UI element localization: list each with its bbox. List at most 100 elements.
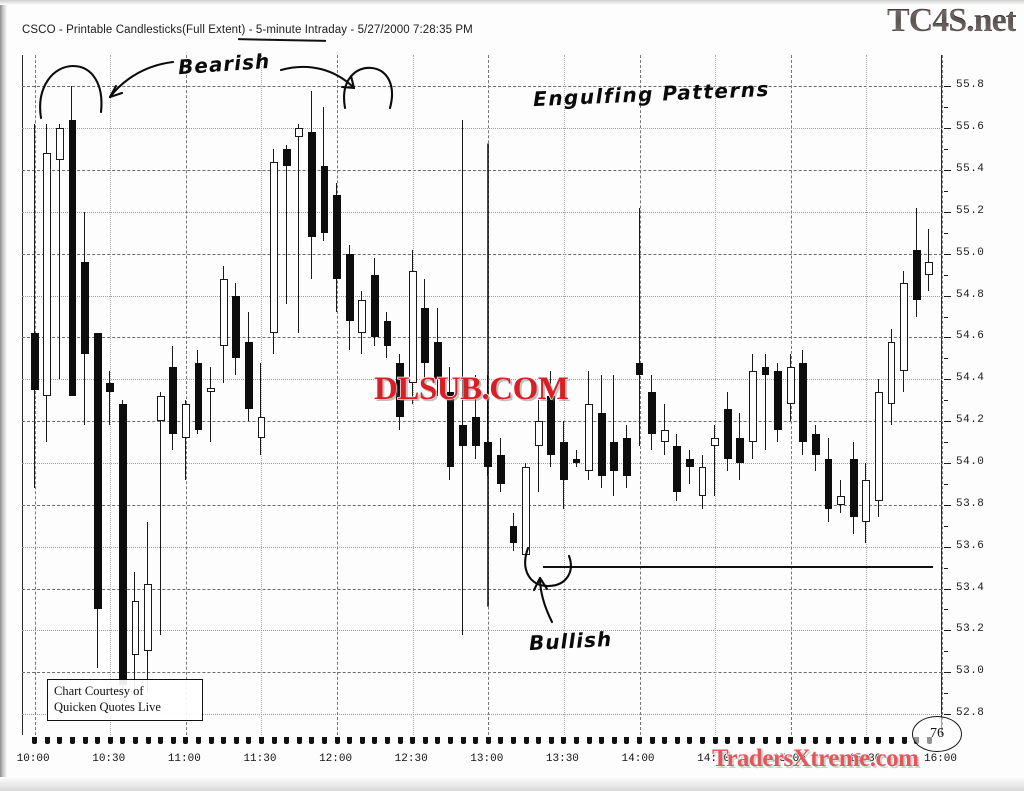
candle-body [572,458,581,463]
y-axis-left [22,55,23,735]
x-axis-tick [574,737,580,744]
candle-body [181,404,190,438]
candle-body [471,416,480,447]
candle [358,55,367,735]
x-axis-label: 12:00 [319,753,353,765]
y-axis-label: 55.2 [956,204,985,217]
candle-body [610,442,619,472]
y-axis-label: 53.4 [956,581,985,594]
y-axis-tick [944,672,951,674]
h-gridline [22,463,942,464]
y-axis-minor-tick [944,149,948,151]
candle-body [660,429,669,443]
candle-body [81,262,89,355]
candle-wick [928,228,930,292]
support-trendline [543,566,933,568]
candle [597,55,606,735]
candle [774,55,783,735]
title-underline-mark [237,38,327,42]
candle-body [244,341,253,409]
candle-body [408,270,417,384]
candle-wick [663,404,665,455]
x-axis-tick [258,737,264,744]
candle-body [761,366,770,376]
v-gridline [715,55,717,735]
x-axis-tick [44,737,50,744]
candle [673,55,682,735]
y-axis-tick [944,588,951,590]
x-axis-tick [511,737,516,744]
x-axis-tick [284,737,290,744]
candle-wick [184,400,186,480]
y-axis-tick [944,546,951,548]
y-axis-label: 54.4 [956,372,985,385]
x-axis-tick [788,737,794,744]
x-axis-label: 14:00 [621,753,655,765]
candle-body [93,333,102,610]
candle [345,55,354,735]
candle [156,55,165,735]
candle-body [912,249,921,300]
candle-body [686,458,694,468]
x-axis-tick [95,737,101,744]
candle-body [55,128,64,160]
x-axis-tick [132,737,138,744]
candle [257,55,266,735]
x-axis-tick [69,737,75,744]
candle-body [446,391,455,468]
candle-body [925,262,934,275]
x-axis-tick [195,737,201,744]
x-axis-label: 10:30 [92,753,126,765]
candle-body [824,458,833,510]
x-axis-tick [321,737,327,744]
h-gridline [22,253,942,255]
candle-body [484,442,493,468]
candle-wick [537,400,539,493]
x-axis-tick [498,737,504,744]
candle [295,55,304,735]
h-gridline [22,672,942,674]
v-gridline [942,55,943,735]
candle [698,55,707,735]
candle [194,55,203,735]
h-gridline [22,170,942,172]
x-axis-tick [384,737,390,744]
x-axis-tick [536,737,542,744]
x-axis-tick [863,737,869,744]
x-axis-tick [410,737,416,744]
y-axis-label: 54.8 [956,288,985,301]
y-axis-minor-tick [944,442,948,444]
candle [93,55,102,735]
candle-body [837,496,846,505]
y-axis-tick [944,295,951,297]
candle-wick [159,391,161,635]
y-axis-label: 53.0 [956,665,985,678]
x-axis-tick [662,737,668,744]
candle [534,55,543,735]
y-axis-tick [944,379,951,381]
y-axis-label: 55.4 [956,163,985,176]
candle-body [496,454,505,484]
candle [370,55,379,735]
v-gridline [34,55,36,735]
candle-wick [688,450,690,484]
candle-body [749,370,757,443]
v-gridline [261,55,263,735]
x-axis-label: 15:30 [848,753,882,765]
candle-wick [260,362,262,455]
y-axis-minor-tick [944,483,948,485]
candle [496,55,505,735]
candle [43,55,52,735]
candle [736,55,745,735]
candle-body [307,132,316,238]
y-axis-tick [944,337,951,339]
x-axis-tick [674,737,680,744]
y-axis-minor-tick [944,693,948,695]
x-axis-tick [763,737,769,744]
candle-body [812,433,820,455]
y-axis-tick [944,211,951,213]
v-gridline [866,55,868,735]
x-axis-tick [233,737,239,744]
y-axis-label: 53.6 [956,539,985,552]
